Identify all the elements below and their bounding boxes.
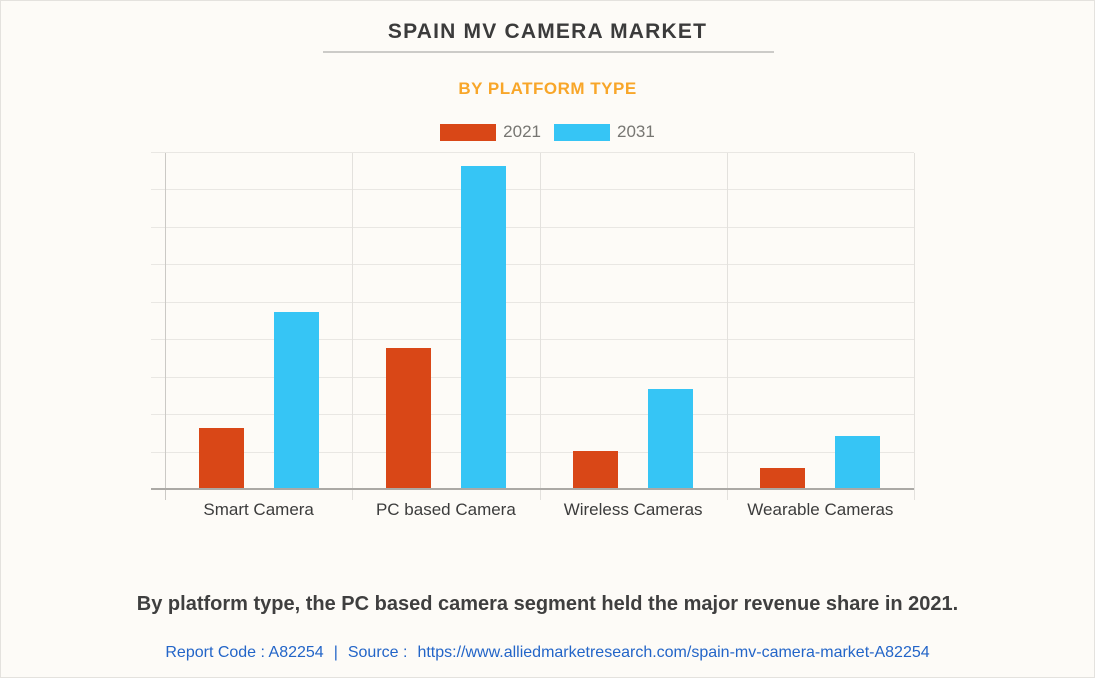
legend-swatch-2021 [440, 123, 497, 141]
chart-legend: 2021 2031 [1, 122, 1094, 142]
category-group [540, 153, 727, 490]
legend-label: 2021 [503, 122, 541, 141]
footer-separator: | [333, 644, 338, 661]
bar-2031 [460, 166, 506, 490]
legend-swatch-2031 [554, 123, 610, 141]
summary-text: By platform type, the PC based camera se… [136, 593, 959, 615]
y-axis-line [165, 153, 166, 500]
source-label: Source : [347, 644, 408, 661]
bar-2021 [760, 467, 806, 490]
bar-2031 [648, 388, 694, 490]
footer: Report Code : A82254 | Source : https://… [1, 644, 1094, 662]
category-group [352, 153, 539, 490]
horizontal-gridline [151, 301, 914, 303]
horizontal-gridline [151, 414, 914, 416]
horizontal-gridline [151, 339, 914, 341]
horizontal-gridline [151, 451, 914, 453]
legend-label: 2031 [617, 122, 655, 141]
page-title: SPAIN MV CAMERA MARKET [387, 20, 708, 43]
horizontal-gridline [151, 264, 914, 266]
category-group [165, 153, 352, 490]
bar-2031 [835, 435, 881, 490]
source-link[interactable]: https://www.alliedmarketresearch.com/spa… [417, 644, 930, 661]
x-axis-label: PC based Camera [375, 500, 516, 519]
vertical-gridline [352, 153, 354, 500]
horizontal-gridline [151, 226, 914, 228]
x-axis-label: Wireless Cameras [563, 500, 703, 519]
x-axis-label: Wearable Cameras [747, 500, 894, 519]
category-group [727, 153, 914, 490]
x-axis-labels: Smart Camera PC based Camera Wireless Came… [165, 498, 914, 522]
title-divider [323, 51, 774, 53]
horizontal-gridline [151, 152, 914, 153]
horizontal-gridline [151, 189, 914, 191]
vertical-gridline [726, 153, 728, 500]
bar-chart-plot-area [151, 152, 915, 500]
bar-2021 [385, 347, 431, 490]
horizontal-gridline [151, 376, 914, 378]
x-axis-line [151, 488, 914, 490]
bar-2021 [573, 450, 619, 490]
bar-2031 [273, 312, 319, 490]
vertical-gridline [539, 153, 541, 500]
x-axis-label: Smart Camera [203, 500, 314, 519]
legend-item-2031: 2031 [554, 122, 655, 142]
report-code: Report Code : A82254 [165, 644, 324, 661]
bar-2021 [198, 428, 244, 490]
legend-item-2021: 2021 [440, 122, 541, 142]
vertical-gridline [914, 153, 915, 500]
chart-subtitle: BY PLATFORM TYPE [458, 79, 637, 98]
